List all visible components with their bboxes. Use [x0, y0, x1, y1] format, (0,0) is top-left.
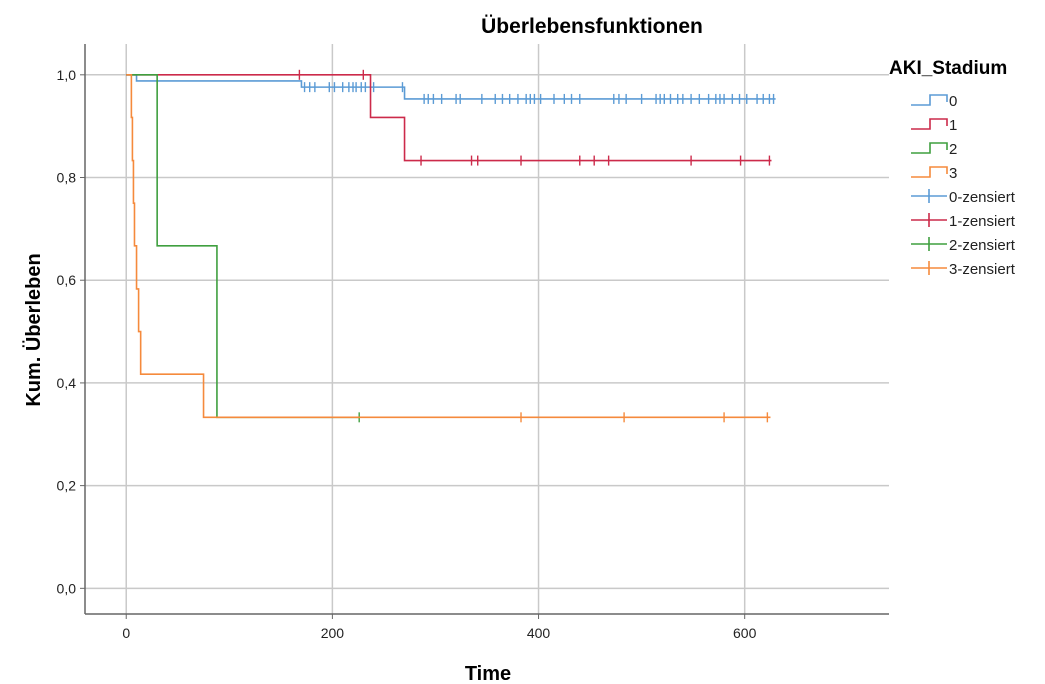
legend-step-symbol	[911, 166, 948, 178]
legend-entry: 2	[911, 141, 957, 158]
legend: AKI_Stadium 0 1 2 3 0-zensiert 1-zensiert 2-ze…	[889, 58, 1016, 278]
chart-title: Überlebensfunktionen	[481, 15, 703, 38]
y-axis-title: Kum. Überleben	[22, 253, 45, 406]
legend-label: 0-zensiert	[949, 189, 1016, 206]
legend-entry: 0	[911, 93, 957, 110]
x-tick-label: 200	[321, 625, 345, 641]
y-tick-label: 0,4	[57, 375, 77, 391]
plot-area: 0 200 400 600 0,0 0,2 0,4 0,6 0,8 1,0	[57, 44, 889, 641]
legend-step-symbol	[911, 94, 948, 106]
x-axis-title: Time	[465, 663, 511, 684]
legend-label: 2-zensiert	[949, 237, 1016, 254]
y-tick-label: 1,0	[57, 67, 77, 83]
legend-entry: 0-zensiert	[911, 189, 1016, 206]
legend-entry: 3	[911, 165, 957, 182]
y-tick-label: 0,2	[57, 478, 77, 494]
y-tick-label: 0,6	[57, 272, 77, 288]
series-1-line	[126, 74, 772, 162]
legend-title: AKI_Stadium	[889, 58, 1007, 79]
x-tick-label: 400	[527, 625, 551, 641]
legend-label: 0	[949, 93, 957, 110]
x-tick-label: 0	[122, 625, 130, 641]
legend-label: 2	[949, 141, 957, 158]
y-tick-label: 0,8	[57, 170, 77, 186]
legend-label: 3	[949, 165, 957, 182]
legend-entry: 1-zensiert	[911, 213, 1016, 230]
legend-label: 3-zensiert	[949, 261, 1016, 278]
series-2-line	[126, 74, 360, 419]
x-tick-label: 600	[733, 625, 757, 641]
series-0-line	[126, 74, 776, 100]
legend-entry: 3-zensiert	[911, 261, 1016, 278]
y-tick-label: 0,0	[57, 580, 77, 596]
legend-label: 1-zensiert	[949, 213, 1016, 230]
legend-entry: 2-zensiert	[911, 237, 1016, 254]
legend-step-symbol	[911, 118, 948, 130]
legend-step-symbol	[911, 142, 948, 154]
series-3-line	[126, 74, 771, 419]
legend-entry: 1	[911, 117, 957, 134]
legend-label: 1	[949, 117, 957, 134]
